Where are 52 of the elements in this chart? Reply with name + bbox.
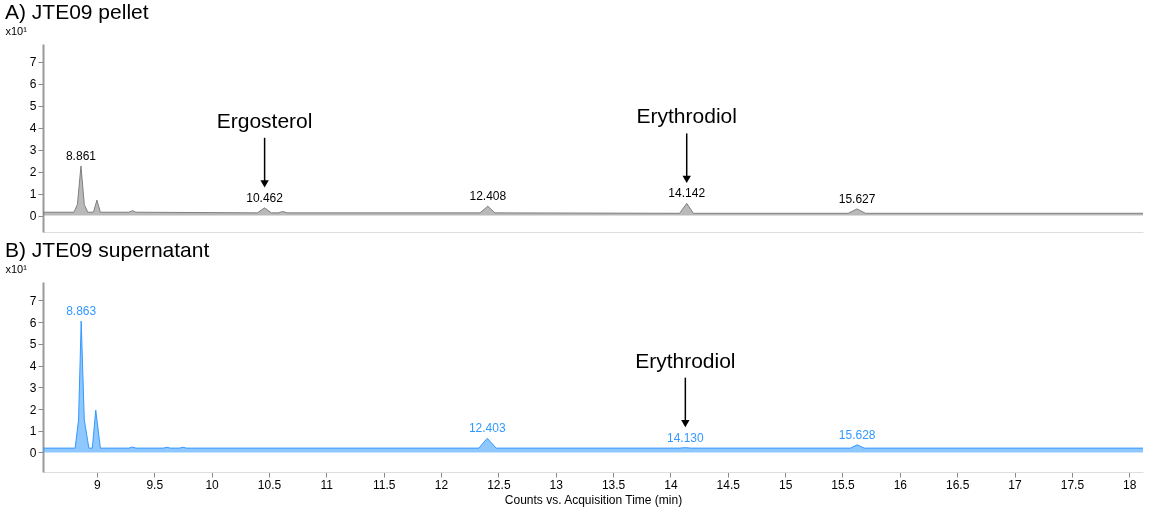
x-tick-label: 16 — [893, 477, 908, 492]
y-tick-label: 6 — [29, 315, 37, 330]
annotation: Erythrodiol — [636, 104, 737, 128]
y-tick-label: 0 — [29, 445, 37, 460]
x-tick-label: 12.5 — [487, 477, 511, 492]
y-axis-title: x10¹ — [5, 262, 28, 275]
y-tick-label: 7 — [29, 55, 37, 70]
y-tick-label: 5 — [29, 99, 37, 114]
y-tick-label: 3 — [29, 380, 37, 395]
annotation: 14.130 — [666, 430, 705, 445]
x-tick-label: 15 — [778, 477, 793, 492]
x-tick-label: 11.5 — [372, 477, 396, 492]
y-tick-label: 2 — [29, 402, 37, 417]
y-tick-label: 0 — [29, 209, 37, 224]
annotation: Erythrodiol — [635, 348, 736, 372]
x-tick-label: 14 — [664, 477, 678, 492]
y-tick-label: 1 — [29, 187, 37, 202]
y-tick-label: 4 — [29, 121, 37, 136]
x-tick-label: 12 — [434, 477, 449, 492]
x-tick-label: 9.5 — [146, 477, 164, 492]
x-tick-label: 13.5 — [601, 477, 626, 492]
annotation: 12.408 — [469, 189, 507, 204]
annotation: 10.462 — [246, 190, 284, 205]
x-tick-label: 10.5 — [257, 477, 282, 492]
x-tick-label: 11 — [320, 477, 334, 492]
x-axis-title: Counts vs. Acquisition Time (min) — [504, 492, 683, 507]
y-axis-title: x10¹ — [5, 24, 28, 37]
chart-title: B) JTE09 supernatant — [5, 238, 210, 261]
y-tick-label: 6 — [29, 77, 37, 92]
y-tick-label: 5 — [29, 337, 37, 352]
x-tick-label: 16.5 — [946, 477, 970, 492]
annotation: Ergosterol — [216, 108, 313, 132]
x-tick-label: 17 — [1008, 477, 1023, 492]
y-tick-label: 2 — [29, 165, 37, 180]
annotation: 15.627 — [838, 191, 876, 206]
x-tick-label: 13 — [549, 477, 564, 492]
annotation: 8.863 — [66, 304, 97, 319]
x-tick-label: 14.5 — [716, 477, 741, 492]
x-tick-label: 10 — [205, 477, 220, 492]
chart-title: A) JTE09 pellet — [5, 0, 149, 23]
x-tick-label: 17.5 — [1060, 477, 1085, 492]
y-tick-label: 3 — [29, 143, 37, 158]
y-tick-label: 4 — [29, 359, 37, 374]
x-tick-label: 9 — [94, 477, 102, 492]
annotation: 12.403 — [468, 421, 506, 436]
x-tick-label: 15.5 — [831, 477, 855, 492]
annotation: 8.861 — [65, 149, 97, 164]
annotation: 15.628 — [838, 427, 876, 442]
x-tick-label: 18 — [1123, 477, 1137, 492]
y-tick-label: 7 — [29, 293, 37, 308]
y-tick-label: 1 — [29, 424, 37, 439]
annotation: 14.142 — [668, 186, 706, 201]
